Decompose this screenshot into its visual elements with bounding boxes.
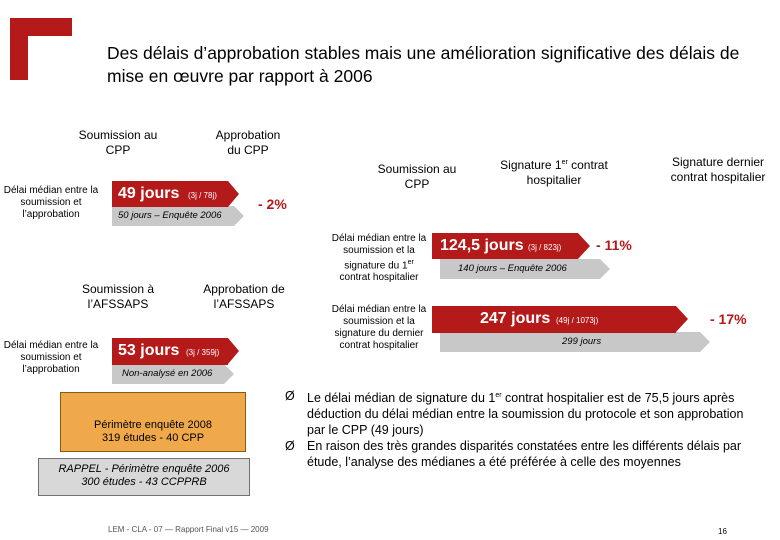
last-contract-median-value: 247 jours (480, 310, 551, 327)
first-contract-median-bar: 124,5 jours (3j / 823j) (432, 233, 590, 259)
arrow-bullet-icon: Ø (285, 389, 295, 403)
cpp-submission-label: Soumission au CPP (78, 128, 158, 157)
afssaps-median-bar: 53 jours (3j / 359j) (112, 338, 239, 365)
last-contract-range: (49j / 1073j) (556, 316, 599, 325)
first-contract-label: Signature 1er contrat hospitalier (500, 158, 608, 187)
scope-line-1: Périmètre enquête 2008 (93, 419, 213, 431)
cpp-range: (3j / 78j) (188, 191, 217, 200)
first-contract-previous-value: 140 jours – Enquête 2006 (458, 263, 567, 274)
scope-box: Périmètre enquête 2008 319 études - 40 C… (60, 392, 246, 452)
footer-text: LEM - CLA - 07 — Rapport Final v15 — 200… (108, 525, 269, 534)
arrow-bullet-icon: Ø (285, 439, 295, 454)
afssaps-range: (3j / 359j) (186, 348, 220, 357)
cpp-side-label: Délai médian entre la soumission et l’ap… (3, 185, 99, 220)
brand-logo (10, 18, 72, 80)
afssaps-previous-value: Non-analysé en 2006 (122, 368, 213, 379)
last-contract-change: - 17% (710, 311, 747, 327)
first-contract-side-label: Délai médian entre la soumission et la s… (331, 233, 427, 284)
note-item-2: Ø En raison des très grandes disparités … (285, 439, 742, 470)
cpp-median-bar: 49 jours (3j / 78j) (112, 181, 239, 207)
cpp-previous-bar: 50 jours – Enquête 2006 (112, 206, 244, 226)
first-contract-range: (3j / 823j) (528, 243, 562, 252)
first-contract-previous-bar: 140 jours – Enquête 2006 (440, 259, 610, 279)
page-title: Des délais d’approbation stables mais un… (107, 43, 740, 86)
first-contract-median-value: 124,5 jours (440, 237, 524, 254)
first-contract-change: - 11% (596, 237, 632, 253)
last-contract-previous-bar: 299 jours (440, 332, 710, 352)
afssaps-side-label: Délai médian entre la soumission et l’ap… (3, 340, 99, 375)
last-contract-side-label: Délai médian entre la soumission et la s… (331, 304, 427, 351)
afssaps-previous-bar: Non-analysé en 2006 (112, 364, 234, 384)
notes-list: Ø Le délai médian de signature du 1er co… (285, 388, 760, 470)
cpp-change: - 2% (258, 196, 287, 212)
red-bracket-logo-icon (10, 18, 72, 80)
page-number: 16 (718, 527, 727, 536)
last-contract-label: Signature dernier contrat hospitalier (670, 155, 766, 184)
note-item-1: Ø Le délai médian de signature du 1er co… (285, 389, 744, 438)
reminder-line-2: 300 études - 43 CCPPRB (81, 476, 207, 488)
afssaps-approval-label: Approbation de l’AFSSAPS (203, 282, 285, 311)
afssaps-submission-label: Soumission à l’AFSSAPS (81, 282, 155, 311)
scope-line-2: 319 études - 40 CPP (101, 432, 205, 444)
afssaps-median-value: 53 jours (118, 342, 180, 359)
cpp-median-value: 49 jours (118, 185, 180, 202)
reminder-box: RAPPEL - Périmètre enquête 2006 300 étud… (38, 458, 250, 496)
contract-submission-label: Soumission au CPP (377, 162, 457, 191)
last-contract-previous-value: 299 jours (562, 336, 602, 347)
reminder-line-1: RAPPEL - Périmètre enquête 2006 (58, 463, 230, 475)
last-contract-median-bar: 247 jours (49j / 1073j) (432, 306, 688, 333)
cpp-approval-label: Approbation du CPP (215, 128, 281, 157)
cpp-previous-value: 50 jours – Enquête 2006 (118, 210, 222, 221)
